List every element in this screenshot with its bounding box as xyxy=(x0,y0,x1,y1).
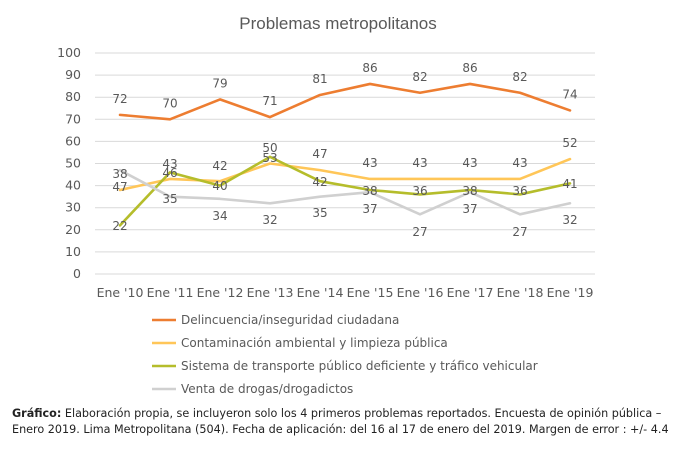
x-tick-label: Ene '11 xyxy=(147,285,194,300)
data-label: 47 xyxy=(312,147,327,161)
data-label: 42 xyxy=(212,159,227,173)
data-label: 46 xyxy=(162,166,177,180)
legend-label-0: Delincuencia/inseguridad ciudadana xyxy=(181,313,399,327)
y-tick-label: 20 xyxy=(65,222,81,237)
legend: Delincuencia/inseguridad ciudadana Contam… xyxy=(152,313,538,396)
data-label: 35 xyxy=(162,192,177,206)
data-label: 22 xyxy=(112,219,127,233)
data-label: 79 xyxy=(212,76,227,90)
data-label: 82 xyxy=(512,70,527,84)
data-label: 72 xyxy=(112,92,127,106)
x-tick-label: Ene '13 xyxy=(247,285,294,300)
data-label: 43 xyxy=(462,156,477,170)
caption-label: Gráfico: xyxy=(12,407,62,420)
data-label: 40 xyxy=(212,179,227,193)
data-label: 35 xyxy=(312,206,327,220)
y-tick-label: 100 xyxy=(57,45,81,60)
series-line-0 xyxy=(118,82,572,121)
data-label: 86 xyxy=(462,61,477,75)
chart-title: Problemas metropolitanos xyxy=(239,14,436,33)
data-label: 82 xyxy=(412,70,427,84)
data-label: 70 xyxy=(162,96,177,110)
data-label: 47 xyxy=(112,180,127,194)
y-tick-label: 80 xyxy=(65,89,81,104)
x-tick-label: Ene '17 xyxy=(447,285,494,300)
data-label: 43 xyxy=(162,157,177,171)
x-tick-label: Ene '14 xyxy=(297,285,344,300)
y-tick-label: 0 xyxy=(73,266,81,281)
data-label: 74 xyxy=(562,87,577,101)
data-label: 27 xyxy=(512,225,527,239)
legend-label-3: Venta de drogas/drogadictos xyxy=(181,382,353,396)
data-label: 43 xyxy=(412,156,427,170)
x-axis-tick-labels: Ene '10 Ene '11 Ene '12 Ene '13 Ene '14 Ene '… xyxy=(97,285,594,300)
caption-text: Elaboración propia, se incluyeron solo l… xyxy=(12,407,669,436)
data-label: 42 xyxy=(312,175,327,189)
x-tick-label: Ene '10 xyxy=(97,285,144,300)
data-label: 37 xyxy=(462,202,477,216)
data-label: 81 xyxy=(312,72,327,86)
legend-label-1: Contaminación ambiental y limpieza públi… xyxy=(181,336,448,350)
series-line-3 xyxy=(118,168,572,216)
data-label: 52 xyxy=(562,136,577,150)
data-label: 27 xyxy=(412,225,427,239)
line-chart: Problemas metropolitanos 0 10 20 30 40 50 60 70… xyxy=(57,14,595,396)
legend-label-2: Sistema de transporte público deficiente… xyxy=(181,359,538,373)
y-tick-label: 70 xyxy=(65,111,81,126)
data-label: 38 xyxy=(112,167,127,181)
y-axis-tick-labels: 0 10 20 30 40 50 60 70 80 90 100 xyxy=(57,45,81,281)
data-label: 86 xyxy=(362,61,377,75)
data-label: 37 xyxy=(362,202,377,216)
data-label: 32 xyxy=(562,213,577,227)
x-tick-label: Ene '12 xyxy=(197,285,244,300)
data-label: 36 xyxy=(412,184,427,198)
data-label: 38 xyxy=(462,184,477,198)
data-label: 38 xyxy=(362,184,377,198)
y-tick-label: 50 xyxy=(65,156,81,171)
data-labels: 72 70 79 71 81 86 82 86 82 74 47 43 42 50 47 43 43 43 43 52… xyxy=(112,61,577,239)
y-tick-label: 60 xyxy=(65,133,81,148)
y-tick-label: 30 xyxy=(65,200,81,215)
data-label: 36 xyxy=(512,184,527,198)
data-label: 43 xyxy=(362,156,377,170)
data-label: 50 xyxy=(262,141,277,155)
x-tick-label: Ene '16 xyxy=(397,285,444,300)
figure-caption: Gráfico: Elaboración propia, se incluyer… xyxy=(12,406,682,438)
y-tick-label: 40 xyxy=(65,178,81,193)
series-line-2 xyxy=(118,155,572,227)
data-label: 53 xyxy=(262,151,277,165)
data-label: 32 xyxy=(262,213,277,227)
x-tick-label: Ene '15 xyxy=(347,285,394,300)
data-label: 43 xyxy=(512,156,527,170)
data-label: 41 xyxy=(562,177,577,191)
data-label: 71 xyxy=(262,94,277,108)
data-label: 34 xyxy=(212,209,227,223)
y-tick-label: 90 xyxy=(65,67,81,82)
x-tick-label: Ene '19 xyxy=(547,285,594,300)
y-tick-label: 10 xyxy=(65,244,81,259)
series-lines xyxy=(118,82,572,227)
x-tick-label: Ene '18 xyxy=(497,285,544,300)
